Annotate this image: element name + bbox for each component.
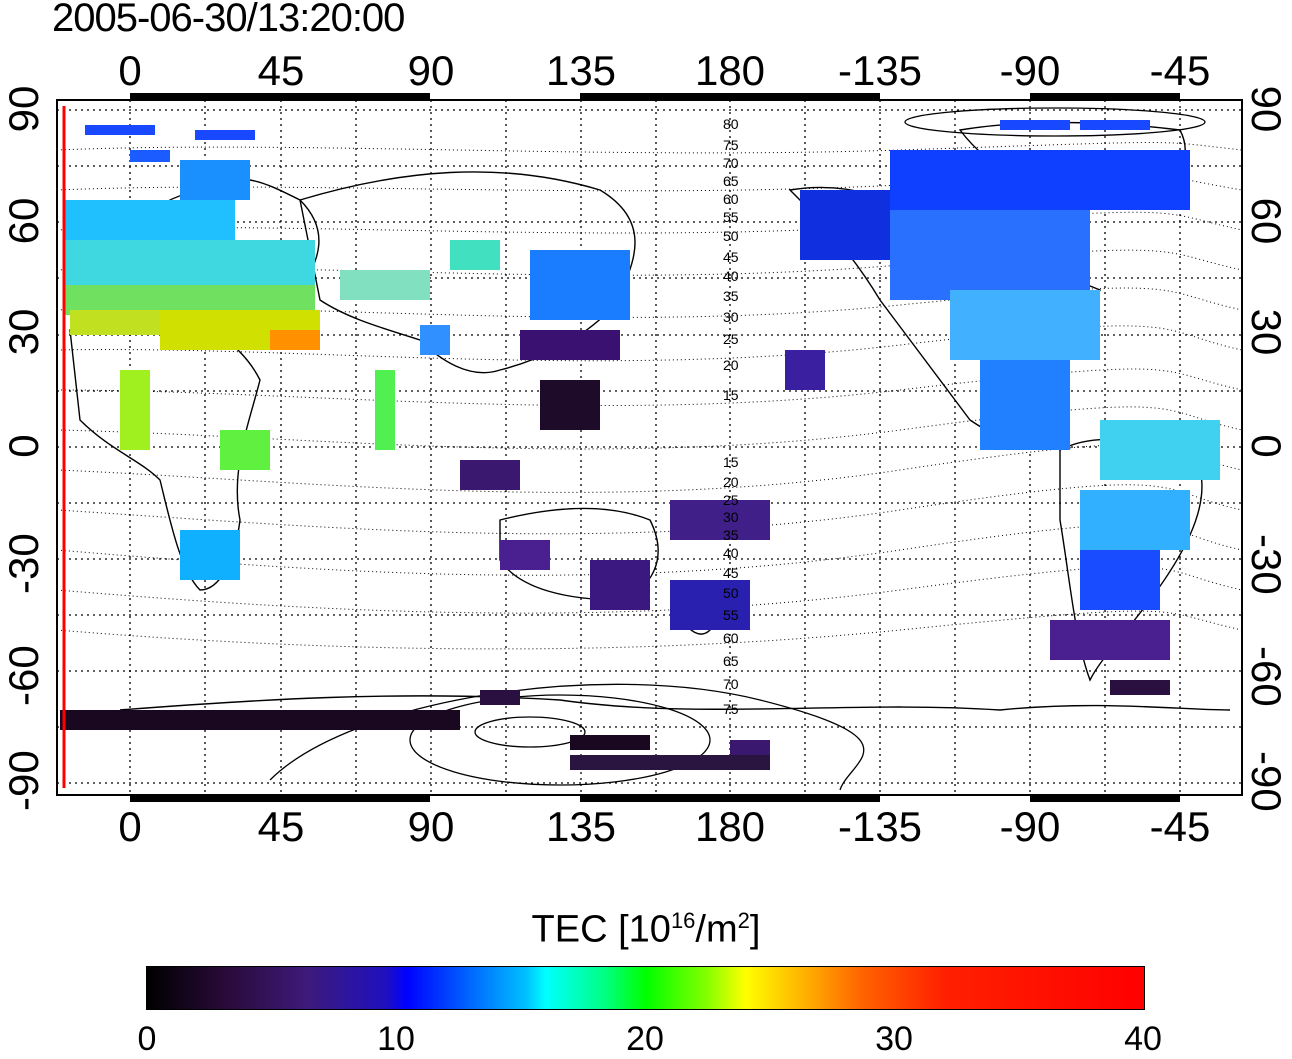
contour-label-s65: 65 bbox=[723, 653, 739, 669]
colorbar-title-exponent: 16 bbox=[670, 908, 696, 933]
magnetic-contours bbox=[56, 142, 1243, 650]
top-tick-135: 135 bbox=[545, 47, 617, 94]
bottom-tick-180: 180 bbox=[694, 803, 766, 850]
top-tick-0: 0 bbox=[118, 47, 142, 94]
contour-label-n65: 65 bbox=[723, 173, 739, 189]
top-tick-180: 180 bbox=[694, 47, 766, 94]
contour-label-n80: 80 bbox=[723, 116, 739, 132]
colorbar-title-unit-exponent: 2 bbox=[737, 908, 750, 933]
colorbar-tick-20: 20 bbox=[626, 1020, 664, 1058]
contour-label-s75: 75 bbox=[723, 701, 739, 717]
bottom-tick-90: 90 bbox=[407, 803, 455, 850]
tec-data-patches bbox=[60, 120, 1220, 770]
colorbar-tick-40: 40 bbox=[1124, 1020, 1162, 1058]
contour-label-n60: 60 bbox=[723, 191, 739, 207]
top-tick-neg90: -90 bbox=[999, 47, 1061, 94]
contour-label-n15: 15 bbox=[723, 387, 739, 403]
colorbar-title-unit: /m bbox=[695, 908, 738, 951]
colorbar-title: TEC [1016/m2] bbox=[0, 908, 1292, 952]
contour-label-s25: 25 bbox=[723, 492, 739, 508]
contour-label-s40: 40 bbox=[723, 545, 739, 561]
top-tick-neg45: -45 bbox=[1149, 47, 1211, 94]
colorbar-gradient bbox=[146, 966, 1145, 1010]
bottom-tick-45: 45 bbox=[257, 803, 305, 850]
colorbar-title-main: TEC [10 bbox=[531, 908, 671, 951]
contour-label-s15: 15 bbox=[723, 454, 739, 470]
top-tick-90: 90 bbox=[407, 47, 455, 94]
colorbar-tick-10: 10 bbox=[377, 1020, 415, 1058]
contour-label-s20: 20 bbox=[723, 474, 739, 490]
contour-label-s70: 70 bbox=[723, 676, 739, 692]
colorbar-title-end: ] bbox=[749, 908, 761, 951]
colorbar-tick-30: 30 bbox=[875, 1020, 913, 1058]
top-tick-45: 45 bbox=[257, 47, 305, 94]
contour-label-n70: 70 bbox=[723, 155, 739, 171]
contour-label-s50: 50 bbox=[723, 585, 739, 601]
bottom-tick-neg45: -45 bbox=[1149, 803, 1211, 850]
frame-edge-bar bbox=[1030, 795, 1180, 802]
contour-label-s45: 45 bbox=[723, 565, 739, 581]
contour-label-s30: 30 bbox=[723, 509, 739, 525]
contour-label-n45: 45 bbox=[723, 249, 739, 265]
frame-edge-bar bbox=[580, 795, 880, 802]
contour-label-n75: 75 bbox=[723, 137, 739, 153]
contour-label-n30: 30 bbox=[723, 309, 739, 325]
bottom-tick-135: 135 bbox=[545, 803, 617, 850]
contour-labels-north: 80 75 70 65 60 55 50 45 40 35 30 25 20 1… bbox=[723, 116, 739, 403]
contour-label-n20: 20 bbox=[723, 357, 739, 373]
top-tick-neg135: -135 bbox=[837, 47, 923, 94]
contour-label-n35: 35 bbox=[723, 288, 739, 304]
contour-label-n25: 25 bbox=[723, 331, 739, 347]
contour-label-n40: 40 bbox=[723, 268, 739, 284]
frame-edge-bar bbox=[130, 795, 430, 802]
colorbar-tick-0: 0 bbox=[137, 1020, 157, 1058]
frame-edge-bar bbox=[130, 93, 430, 100]
contour-label-s60: 60 bbox=[723, 630, 739, 646]
timestamp-title: 2005-06-30/13:20:00 bbox=[52, 0, 405, 40]
contour-label-s55: 55 bbox=[723, 607, 739, 623]
contour-labels-south: 15 20 25 30 35 40 45 50 55 60 65 70 75 bbox=[723, 454, 739, 717]
contour-label-n55: 55 bbox=[723, 209, 739, 225]
frame-edge-bar bbox=[580, 93, 880, 100]
contour-label-s35: 35 bbox=[723, 527, 739, 543]
bottom-tick-neg90: -90 bbox=[999, 803, 1061, 850]
bottom-tick-neg135: -135 bbox=[837, 803, 923, 850]
contour-label-n50: 50 bbox=[723, 228, 739, 244]
bottom-tick-0: 0 bbox=[118, 803, 142, 850]
frame-edge-bar bbox=[1030, 93, 1180, 100]
